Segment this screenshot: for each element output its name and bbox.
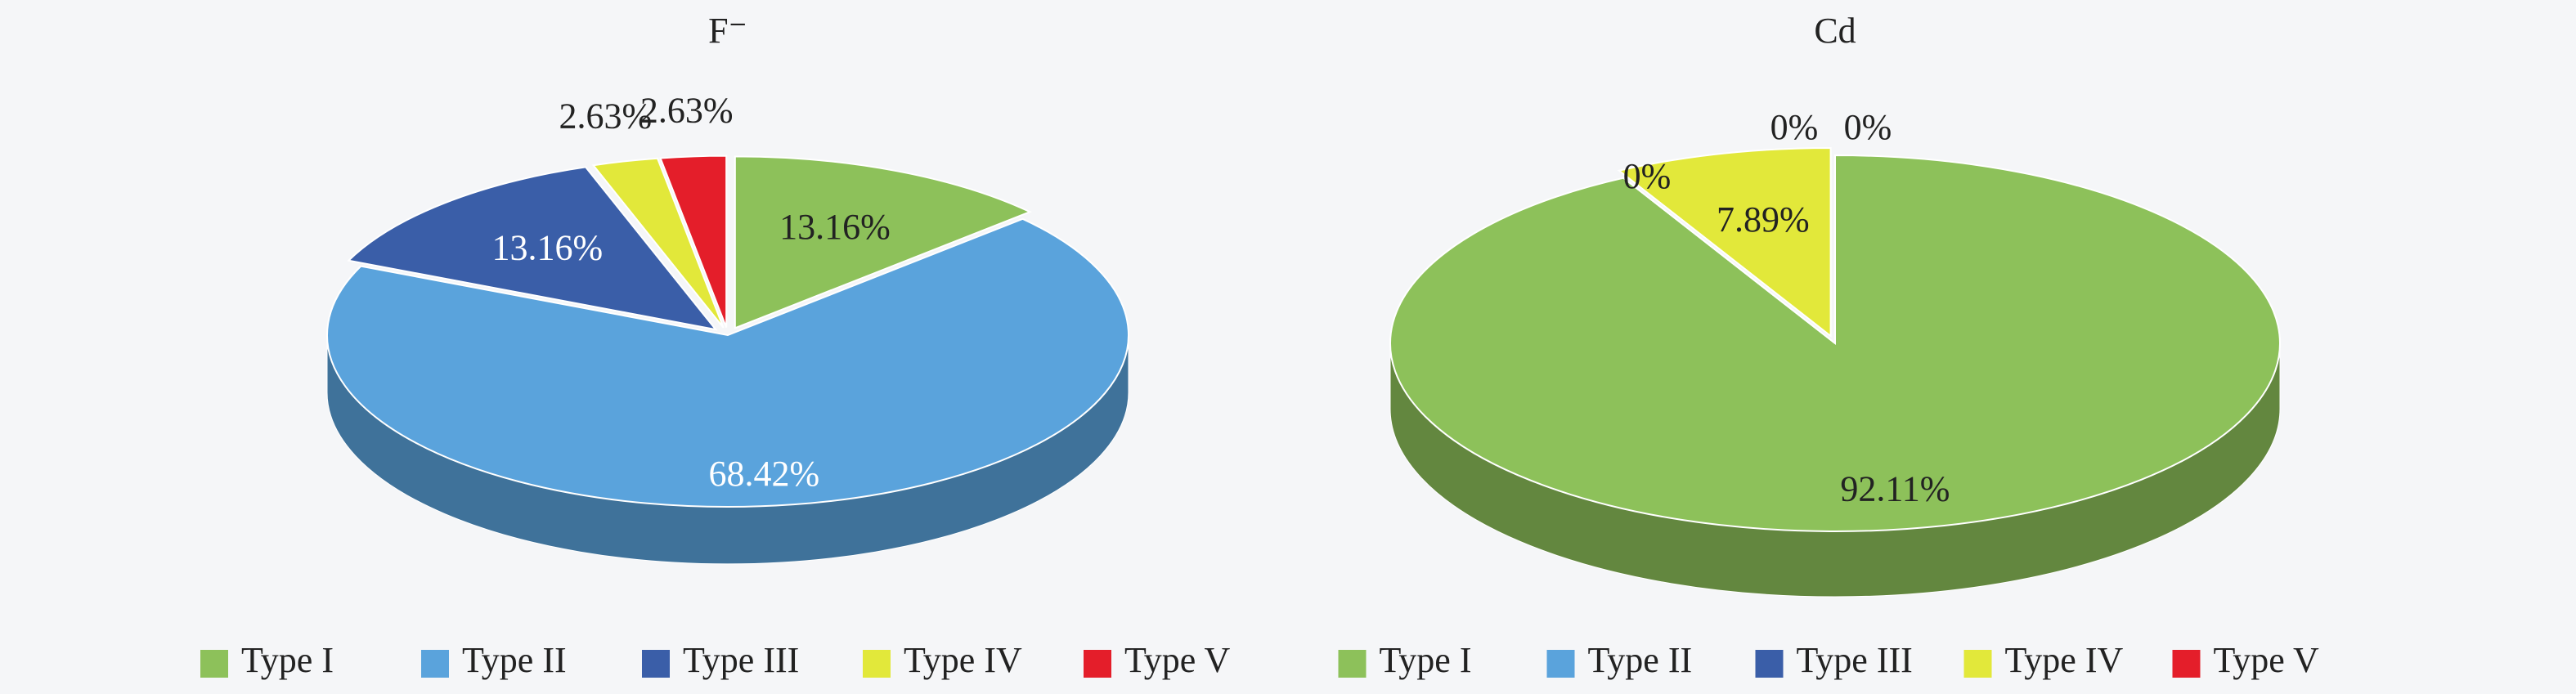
legend-label: Type I	[241, 640, 334, 680]
legend-label: Type II	[1588, 640, 1693, 680]
data-label: 68.42%	[709, 454, 820, 494]
legend-label: Type I	[1380, 640, 1472, 680]
slice	[734, 155, 1032, 329]
data-label: 0%	[1844, 107, 1892, 147]
data-label: 92.11%	[1840, 469, 1950, 509]
legend-swatch	[2172, 650, 2201, 678]
legend-label: Type V	[2214, 640, 2320, 680]
legend-label: Type IV	[2005, 640, 2124, 680]
chart-title: Cd	[1814, 11, 1856, 51]
slice	[591, 157, 725, 329]
data-label: 0%	[1770, 107, 1819, 147]
data-label: 2.63%	[640, 91, 734, 131]
chart-title: F⁻	[708, 11, 747, 51]
slice	[1617, 146, 1832, 338]
slice	[347, 166, 718, 331]
slice	[1622, 177, 1836, 344]
legend-swatch	[863, 650, 891, 678]
data-label: 13.16%	[779, 207, 891, 247]
legend-swatch	[421, 650, 449, 678]
data-label: 2.63%	[559, 96, 653, 137]
data-label: 13.16%	[492, 227, 604, 267]
legend-label: Type IV	[904, 640, 1022, 680]
legend-label: Type III	[683, 640, 799, 680]
legend-swatch	[1084, 650, 1111, 678]
legend-swatch	[1546, 650, 1575, 678]
slice	[659, 154, 728, 328]
slice	[326, 217, 1129, 508]
legend-swatch	[1338, 650, 1367, 678]
legend-label: Type II	[462, 640, 567, 680]
legend-swatch	[200, 650, 228, 678]
legend-label: Type V	[1124, 640, 1231, 680]
legend-label: Type III	[1797, 640, 1913, 680]
data-label: 0%	[1623, 156, 1672, 196]
legend-swatch	[1755, 650, 1784, 678]
data-label: 7.89%	[1717, 199, 1810, 240]
legend-swatch	[642, 650, 670, 678]
legend-swatch	[1963, 650, 1992, 678]
